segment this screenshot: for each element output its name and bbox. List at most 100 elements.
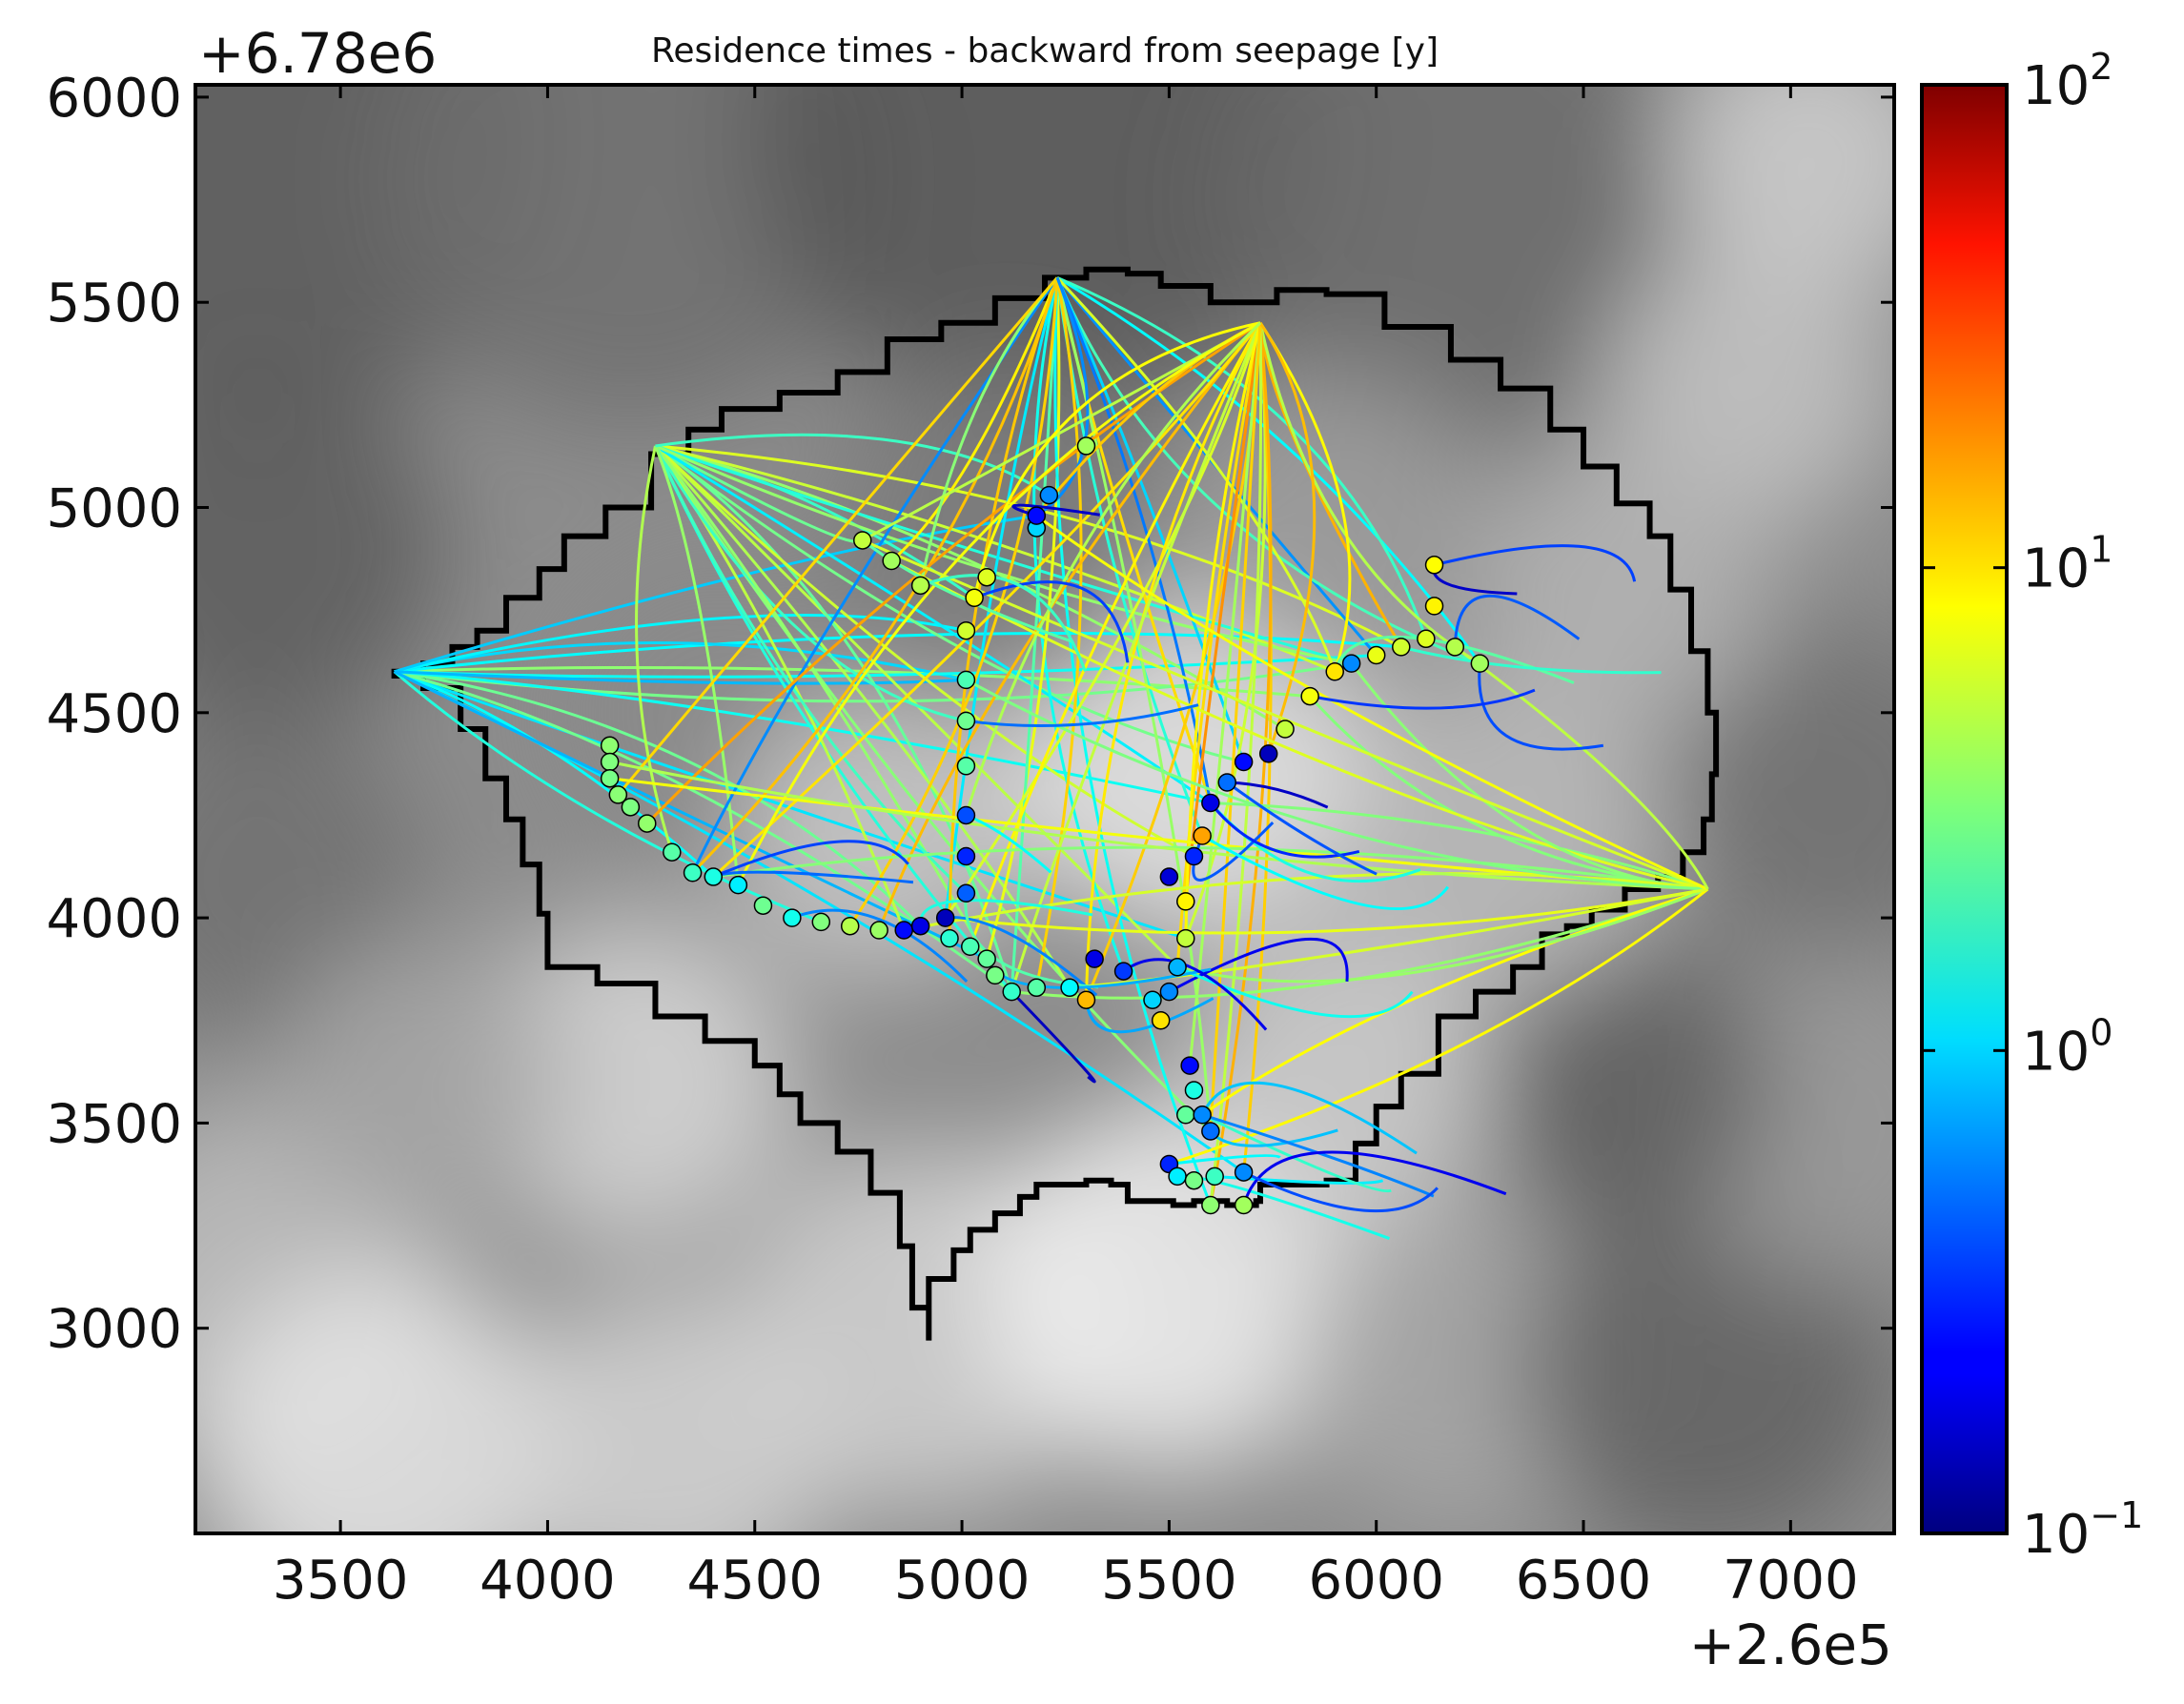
terrain-patch <box>1177 925 1493 1238</box>
seepage-point <box>1341 654 1361 673</box>
pathline-interior <box>1201 834 1449 911</box>
y-tick-label: 4000 <box>46 888 182 950</box>
terrain-patch <box>1480 445 1770 734</box>
pathline-northeast <box>712 321 1262 879</box>
seepage-point <box>940 928 959 948</box>
pathline-interior <box>1242 1150 1507 1206</box>
pathline-east <box>1176 887 1708 984</box>
x-tick-label: 5500 <box>1101 1550 1237 1612</box>
seepage-point <box>1417 629 1436 649</box>
pathline-interior <box>1169 1154 1281 1166</box>
seepage-point <box>956 883 976 903</box>
pathline-interior <box>1200 1081 1418 1155</box>
x-tick-label: 6000 <box>1308 1550 1444 1612</box>
plot-frame <box>194 83 1896 1535</box>
seepage-point <box>1168 958 1187 977</box>
seepage-point <box>608 785 628 804</box>
pathline-east <box>713 845 1708 891</box>
pathline-northwest <box>654 444 1195 858</box>
seepage-point <box>956 620 976 640</box>
seepage-point <box>1027 978 1047 998</box>
pathline-east <box>1210 801 1708 891</box>
colorbar: 10−1 100 101 102 <box>1920 46 2143 1566</box>
seepage-point <box>1151 1011 1171 1030</box>
seepage-point <box>961 937 980 956</box>
pathline-northeast <box>1258 322 1481 665</box>
seepage-point <box>1176 928 1195 948</box>
pathline-northeast <box>1209 322 1273 1206</box>
pathline-west <box>393 670 822 923</box>
seepage-point <box>1060 978 1079 998</box>
terrain-patch <box>1480 938 1770 1227</box>
catchment-boundary <box>391 266 1720 1341</box>
seepage-point <box>621 798 641 817</box>
y-offset-label: +6.78e6 <box>198 21 437 86</box>
pathline-north <box>691 276 1059 874</box>
x-offset-label: +2.6e5 <box>1689 1613 1892 1677</box>
colorbar-gradient <box>1922 85 2007 1533</box>
pathline-northwest <box>654 444 1352 665</box>
pathline-interior <box>973 580 1130 663</box>
chart-title: Residence times - backward from seepage … <box>651 31 1439 71</box>
pathline-interior <box>1084 997 1214 1034</box>
colorbar-tick-label: 102 <box>2022 46 2113 117</box>
pathline-northeast <box>737 321 1261 886</box>
seepage-point <box>1201 1122 1220 1141</box>
pathline-west <box>393 670 988 961</box>
seepage-point <box>1184 1170 1204 1190</box>
pathline-north <box>1010 277 1059 992</box>
seepage-point <box>1184 1081 1204 1100</box>
seepage-point <box>600 768 620 788</box>
terrain-patch <box>381 85 880 426</box>
terrain-patch <box>277 938 569 1227</box>
pathline-northeast <box>1010 322 1262 993</box>
pathline-west <box>394 514 1037 674</box>
pathline-north <box>1034 277 1083 988</box>
seepage-point <box>753 896 773 915</box>
seepage-point <box>1180 1056 1199 1075</box>
y-tick-label: 3500 <box>46 1093 182 1155</box>
seepage-point <box>1159 867 1179 886</box>
seepage-point <box>935 908 955 927</box>
pathline-interior <box>966 703 1199 728</box>
pathline-interior <box>1333 635 1575 684</box>
pathline-east <box>890 559 1708 891</box>
pathline-northeast <box>1188 322 1262 1066</box>
pathline-interior <box>1434 544 1637 582</box>
pathline-east <box>965 679 1708 891</box>
seepage-point <box>977 949 996 968</box>
seepage-point <box>1234 752 1254 772</box>
pathline-interior <box>1309 688 1536 710</box>
pathline-interior <box>1122 958 1268 1031</box>
pathline-interior <box>1010 990 1096 1084</box>
terrain-patch <box>1210 85 1708 446</box>
pathline-east <box>1011 887 1708 1000</box>
y-tick-label: 5500 <box>46 273 182 335</box>
seepage-point <box>853 531 872 550</box>
pathline-northwest <box>655 444 1402 649</box>
seepage-point <box>882 551 901 571</box>
pathline-northwest <box>635 445 674 853</box>
seepage-point <box>1085 949 1104 968</box>
pathline-interior <box>945 916 1098 997</box>
seepage-point <box>1039 485 1059 505</box>
colorbar-frame <box>1920 83 2009 1535</box>
seepage-point <box>910 916 930 936</box>
seepage-point <box>1234 1163 1254 1182</box>
y-tick-label: 3000 <box>46 1299 182 1361</box>
seepage-point <box>1168 1166 1187 1187</box>
pathline-interior <box>920 574 1087 672</box>
seepage-point <box>1300 686 1319 706</box>
pathline-interior <box>861 538 1073 643</box>
seepage-point <box>869 921 888 940</box>
pathline-north <box>1053 277 1213 1207</box>
pathline-interior <box>1011 503 1100 517</box>
pathline-west <box>394 670 922 927</box>
terrain-patch <box>195 1267 569 1533</box>
seepage-point <box>683 862 703 882</box>
seepage-point <box>1470 654 1490 673</box>
seepage-point <box>1424 597 1444 616</box>
plot-area: 3500 4000 4500 5000 5500 6000 6500 7000 3000 350… <box>46 68 1896 1612</box>
seepage-point <box>1217 773 1236 792</box>
